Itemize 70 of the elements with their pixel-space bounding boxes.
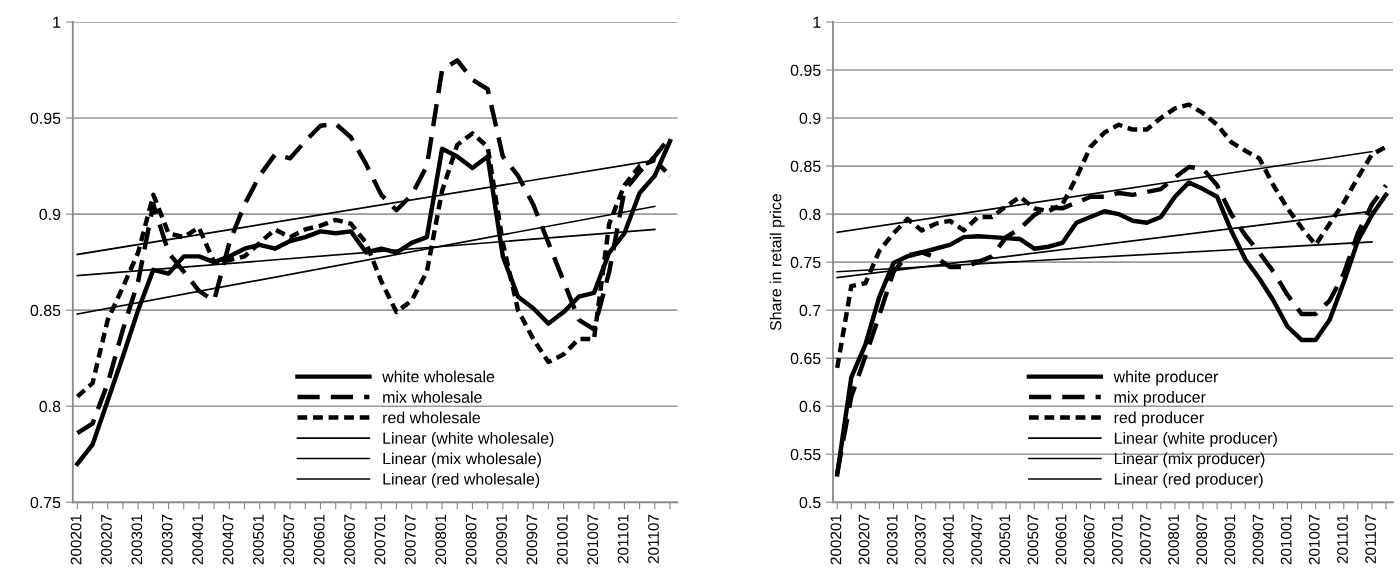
legend-label: Linear (mix wholesale) (383, 452, 541, 468)
x-tick-label: 200407 (222, 514, 234, 565)
legend-label: Linear (red wholesale) (383, 473, 540, 488)
y-tick-label: 0.7 (799, 304, 821, 317)
y-tick-label: 1 (813, 16, 821, 28)
x-tick-label: 201107 (648, 514, 659, 564)
x-tick-label: 200207 (858, 514, 870, 565)
x-tick-label: 200501 (999, 514, 1011, 565)
x-tick-label: 200301 (886, 514, 898, 565)
y-tick-label: 0.95 (30, 112, 61, 124)
legend-label: Linear (red producer) (1114, 473, 1263, 488)
legend-label: mix producer (1114, 391, 1206, 406)
x-tick-label: 200501 (252, 514, 264, 565)
x-tick-label: 200407 (971, 514, 983, 565)
x-tick-label: 200807 (1196, 514, 1208, 565)
y-tick-label: 0.5 (799, 496, 821, 509)
legend-label: white producer (1113, 370, 1219, 386)
x-tick-label: 200707 (1140, 514, 1151, 565)
x-tick-label: 200907 (526, 514, 538, 565)
x-tick-label: 200601 (1055, 514, 1067, 565)
x-tick-label: 201101 (617, 514, 629, 564)
x-tick-label: 201001 (556, 514, 568, 565)
legend-label: white wholesale (382, 370, 495, 383)
y-axis-title: Share in retail price (769, 194, 785, 331)
x-tick-label: 200607 (1083, 514, 1095, 565)
x-tick-label: 200201 (70, 514, 82, 565)
legend-label: Linear (white wholesale) (383, 432, 554, 447)
y-tick-label: 0.55 (790, 448, 821, 461)
legend-label: red wholesale (383, 411, 480, 424)
y-tick-label: 0.9 (799, 112, 821, 124)
x-tick-label: 200801 (1168, 514, 1180, 565)
x-tick-label: 200301 (131, 514, 143, 565)
x-tick-label: 200507 (283, 514, 295, 565)
y-tick-label: 0.6 (799, 400, 821, 413)
x-tick-label: 201001 (1280, 514, 1292, 565)
x-tick-label: 200607 (344, 514, 355, 565)
y-tick-label: 0.65 (790, 352, 821, 365)
y-tick-label: 0.75 (30, 496, 61, 509)
legend-label: Linear (white producer) (1114, 432, 1277, 447)
y-tick-label: 0.75 (790, 256, 821, 269)
x-tick-label: 200907 (1252, 514, 1264, 565)
x-tick-label: 201101 (1337, 514, 1348, 564)
y-tick-label: 0.8 (39, 400, 61, 413)
x-tick-label: 200601 (313, 514, 325, 565)
y-tick-label: 0.85 (790, 160, 821, 172)
x-tick-label: 200801 (435, 514, 447, 565)
y-tick-label: 0.9 (39, 208, 61, 221)
legend-label: mix wholesale (383, 391, 482, 403)
x-tick-label: 200201 (830, 514, 842, 565)
x-tick-label: 201007 (587, 514, 599, 565)
y-tick-label: 0.95 (790, 64, 821, 76)
legend-label: red producer (1114, 411, 1204, 427)
x-tick-label: 200207 (101, 514, 112, 565)
legend-label: Linear (mix producer) (1114, 452, 1265, 468)
x-tick-label: 200701 (374, 514, 386, 565)
x-tick-label: 200701 (1111, 514, 1123, 565)
x-tick-label: 200401 (943, 514, 954, 565)
x-tick-label: 200307 (161, 514, 173, 565)
y-tick-label: 0.85 (30, 304, 61, 317)
x-tick-label: 201107 (1365, 514, 1376, 564)
x-tick-label: 200401 (192, 514, 204, 565)
x-tick-label: 200807 (465, 514, 477, 565)
x-tick-label: 200307 (914, 514, 926, 565)
x-tick-label: 200507 (1027, 514, 1039, 565)
y-tick-label: 1 (53, 16, 61, 28)
x-tick-label: 200707 (404, 514, 416, 565)
x-tick-label: 200901 (496, 514, 507, 565)
x-tick-label: 201007 (1308, 514, 1320, 565)
x-tick-label: 200901 (1224, 514, 1236, 565)
y-tick-label: 0.8 (799, 208, 821, 221)
